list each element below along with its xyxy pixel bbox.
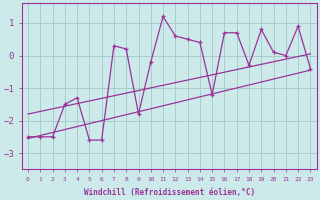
X-axis label: Windchill (Refroidissement éolien,°C): Windchill (Refroidissement éolien,°C): [84, 188, 255, 197]
